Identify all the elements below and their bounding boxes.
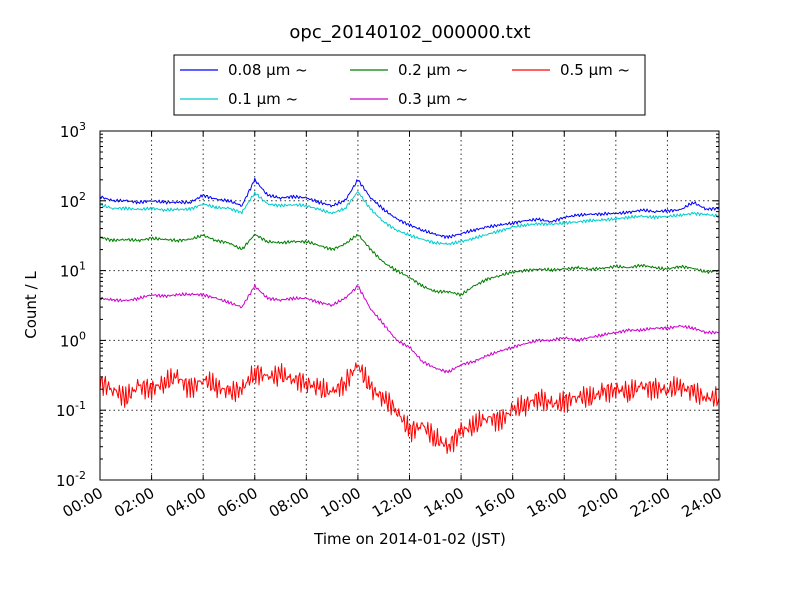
ticks bbox=[99, 130, 720, 481]
legend-label: 0.1 μm ~ bbox=[228, 90, 298, 108]
series-group bbox=[99, 177, 720, 454]
x-axis-label: Time on 2014-01-02 (JST) bbox=[313, 530, 506, 548]
chart-title: opc_20140102_000000.txt bbox=[289, 22, 530, 43]
series-line-3 bbox=[99, 233, 720, 297]
series-line-4 bbox=[99, 283, 720, 374]
series-line-5 bbox=[99, 362, 720, 454]
series-line-1 bbox=[99, 177, 720, 239]
legend-label: 0.2 μm ~ bbox=[398, 61, 468, 79]
legend: 0.08 μm ~ 0.1 μm ~ 0.2 μm ~ 0.3 μm ~ 0.5 μm … bbox=[173, 54, 646, 116]
y-axis-label: Count / L bbox=[22, 271, 40, 339]
legend-box bbox=[173, 54, 646, 116]
series-line-2 bbox=[99, 191, 720, 245]
legend-label: 0.3 μm ~ bbox=[398, 90, 468, 108]
legend-label: 0.08 μm ~ bbox=[228, 61, 308, 79]
legend-label: 0.5 μm ~ bbox=[560, 61, 630, 79]
